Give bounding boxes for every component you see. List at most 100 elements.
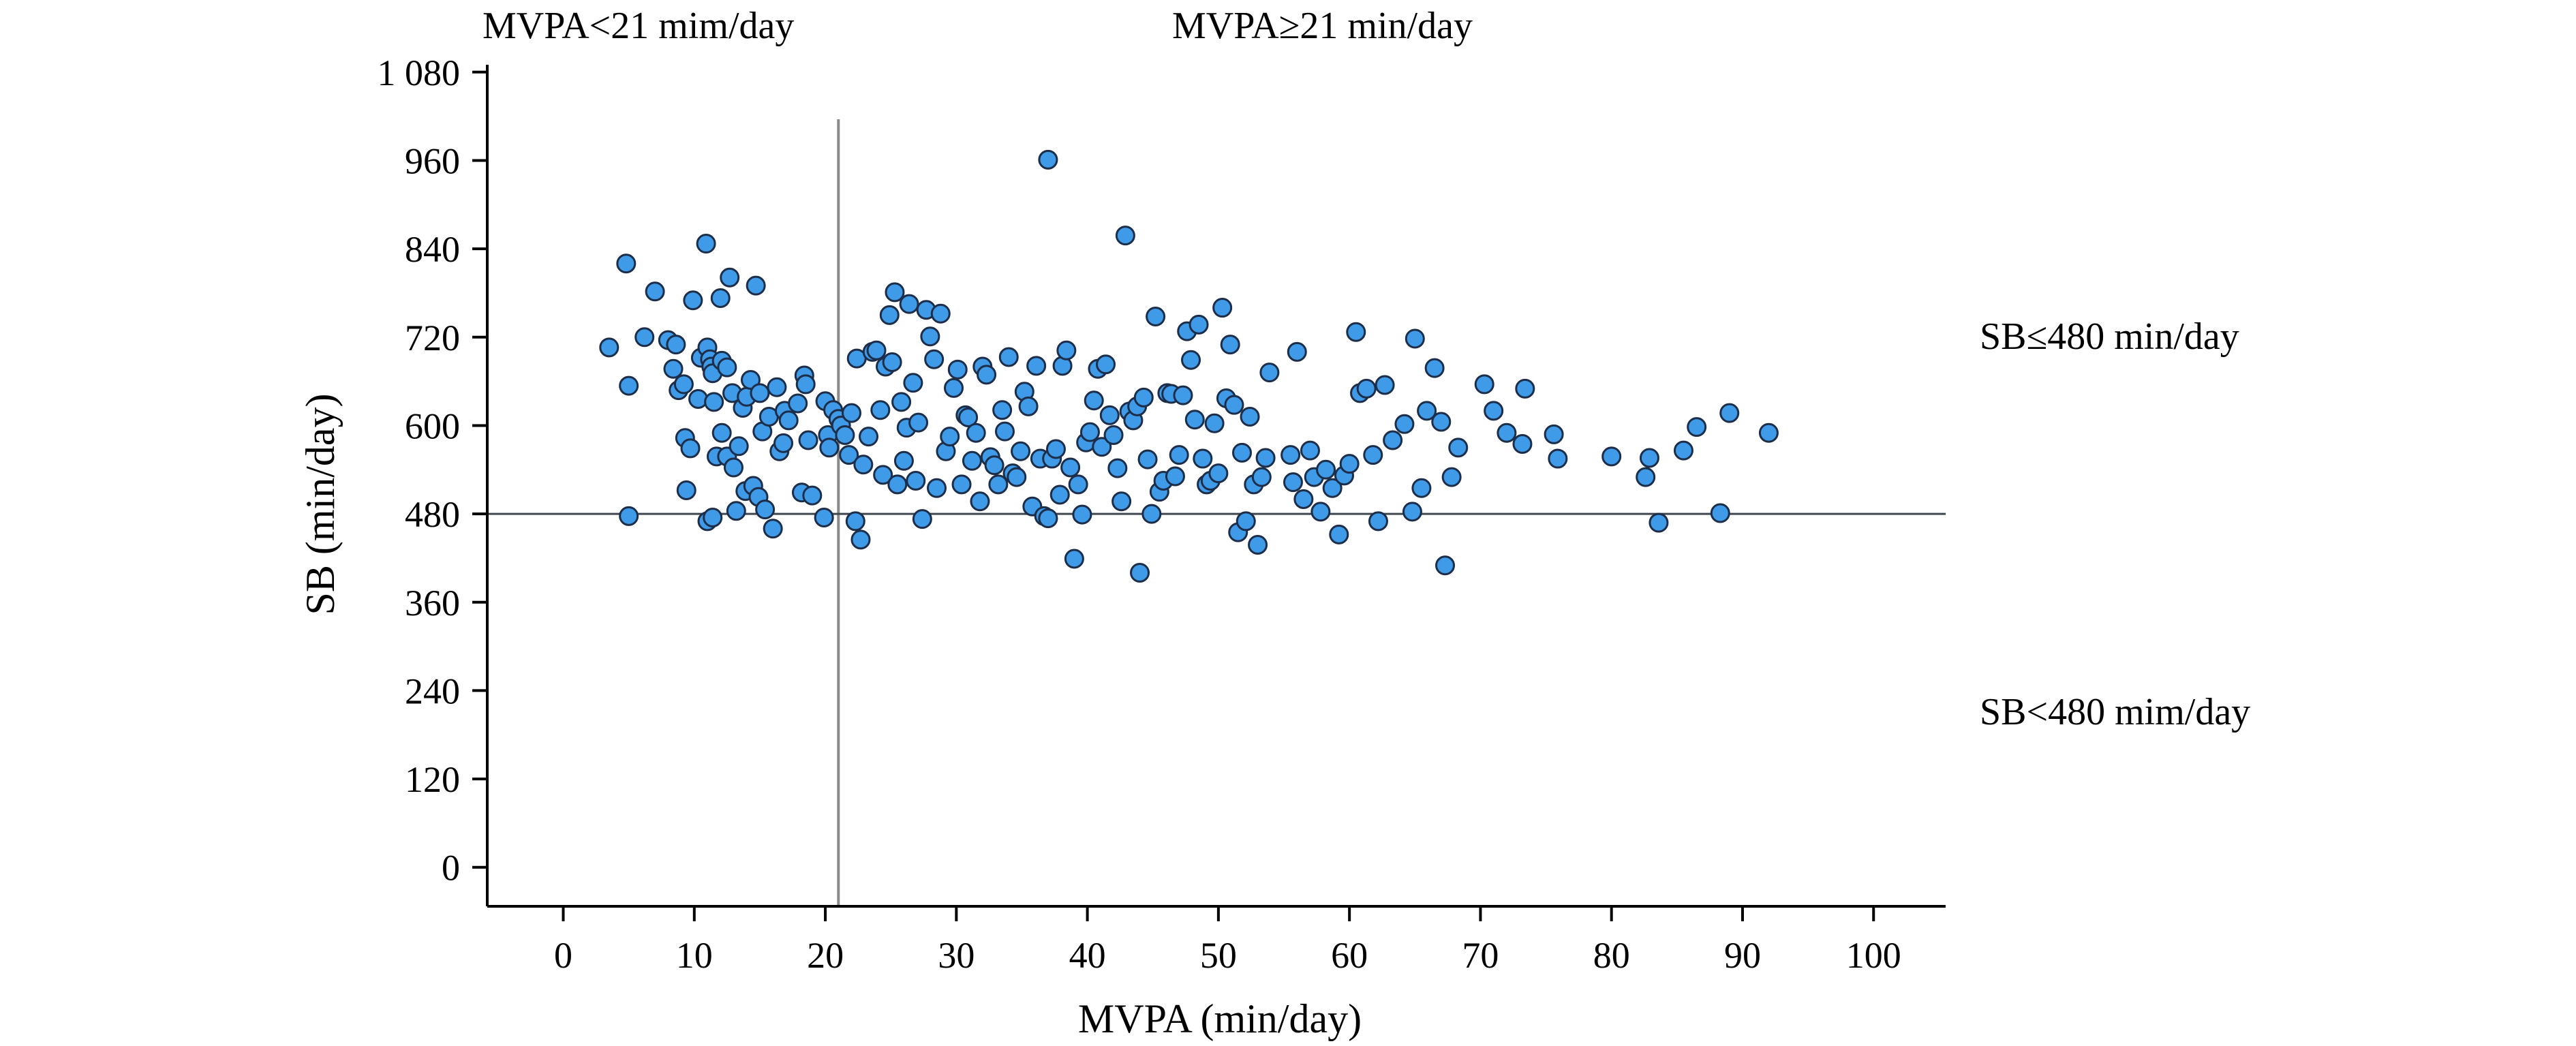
data-point [1431,412,1452,432]
y-tick-label: 720 [405,318,460,358]
data-point [842,403,862,423]
data-point [1189,314,1209,335]
data-point [802,485,823,506]
data-point [1484,401,1504,421]
data-point [1293,489,1314,509]
data-point [1079,422,1100,442]
data-point [673,374,694,395]
data-point [853,455,874,475]
data-point [1474,374,1494,395]
data-point [720,267,740,288]
data-point [903,373,923,393]
data-point [882,352,902,373]
data-point [619,506,639,526]
data-point [1316,459,1336,480]
data-point [1137,449,1158,470]
data-point [1038,508,1058,529]
y-tick-label: 0 [442,848,460,889]
data-point [845,511,865,532]
data-point [1026,356,1047,376]
data-point [1056,340,1077,360]
y-tick-label: 360 [405,583,460,624]
y-axis-title: SB (min/day) [298,394,343,615]
data-point [819,437,840,458]
annotation-right-lower: SB<480 mim/day [1980,691,2250,733]
data-point [795,374,816,395]
data-point [666,335,686,355]
data-point [994,421,1015,442]
data-point [1115,226,1135,246]
data-point [1099,405,1120,425]
data-point [704,392,724,412]
data-point [1107,458,1128,478]
data-point [1208,463,1229,484]
data-point [740,369,761,390]
data-point [616,253,637,274]
annotation-top-right: MVPA≥21 min/day [1172,5,1473,47]
x-axis-title: MVPA (min/day) [1078,996,1362,1041]
x-tick-label: 60 [1331,935,1368,976]
data-point [962,450,982,471]
data-point [873,465,893,485]
data-point [1287,341,1307,362]
data-point [1368,511,1388,532]
data-point [1018,396,1039,416]
data-point [1130,563,1150,583]
data-point [1103,425,1124,445]
x-tick-label: 20 [807,935,844,976]
data-point [1339,454,1360,474]
data-point [1133,387,1154,407]
data-point [1165,466,1185,487]
data-point [998,347,1019,367]
data-point [930,303,951,324]
data-point [773,433,794,453]
data-point [1045,439,1066,459]
data-point [1255,448,1276,468]
data-point [1236,511,1256,532]
data-point [835,425,855,445]
x-tick-label: 30 [938,935,975,976]
data-point [1084,390,1104,411]
data-point [1636,467,1656,487]
data-point [619,375,639,396]
data-point [992,400,1013,420]
data-point [1497,422,1517,443]
data-point [1322,478,1343,498]
data-point [688,389,709,410]
data-point [1173,385,1193,405]
data-point [1405,328,1425,349]
data-points [599,149,1779,583]
data-point [1394,414,1415,434]
y-tick-label: 840 [405,229,460,270]
data-point [879,305,900,325]
x-tick-label: 0 [554,935,572,976]
data-point [1146,307,1166,327]
data-point [943,378,964,398]
data-point [1300,440,1320,461]
data-point [1248,534,1268,555]
data-point [1212,298,1233,318]
data-point [798,430,818,450]
data-point [683,290,703,311]
data-point [859,427,879,447]
x-tick-label: 40 [1069,935,1106,976]
data-point [1240,406,1260,427]
data-point [711,422,732,443]
data-point [729,436,749,457]
data-point [1375,375,1395,395]
data-point [1141,504,1162,524]
data-point [1356,378,1377,399]
y-tick-label: 480 [405,494,460,535]
x-tick-label: 50 [1200,935,1237,976]
data-point [696,234,716,254]
data-point [1402,502,1422,522]
data-point [926,478,947,498]
data-point [788,393,808,414]
data-point [912,509,932,529]
data-point [1049,484,1070,505]
data-point [1220,335,1240,355]
data-point [726,501,746,521]
data-point [1710,503,1730,523]
